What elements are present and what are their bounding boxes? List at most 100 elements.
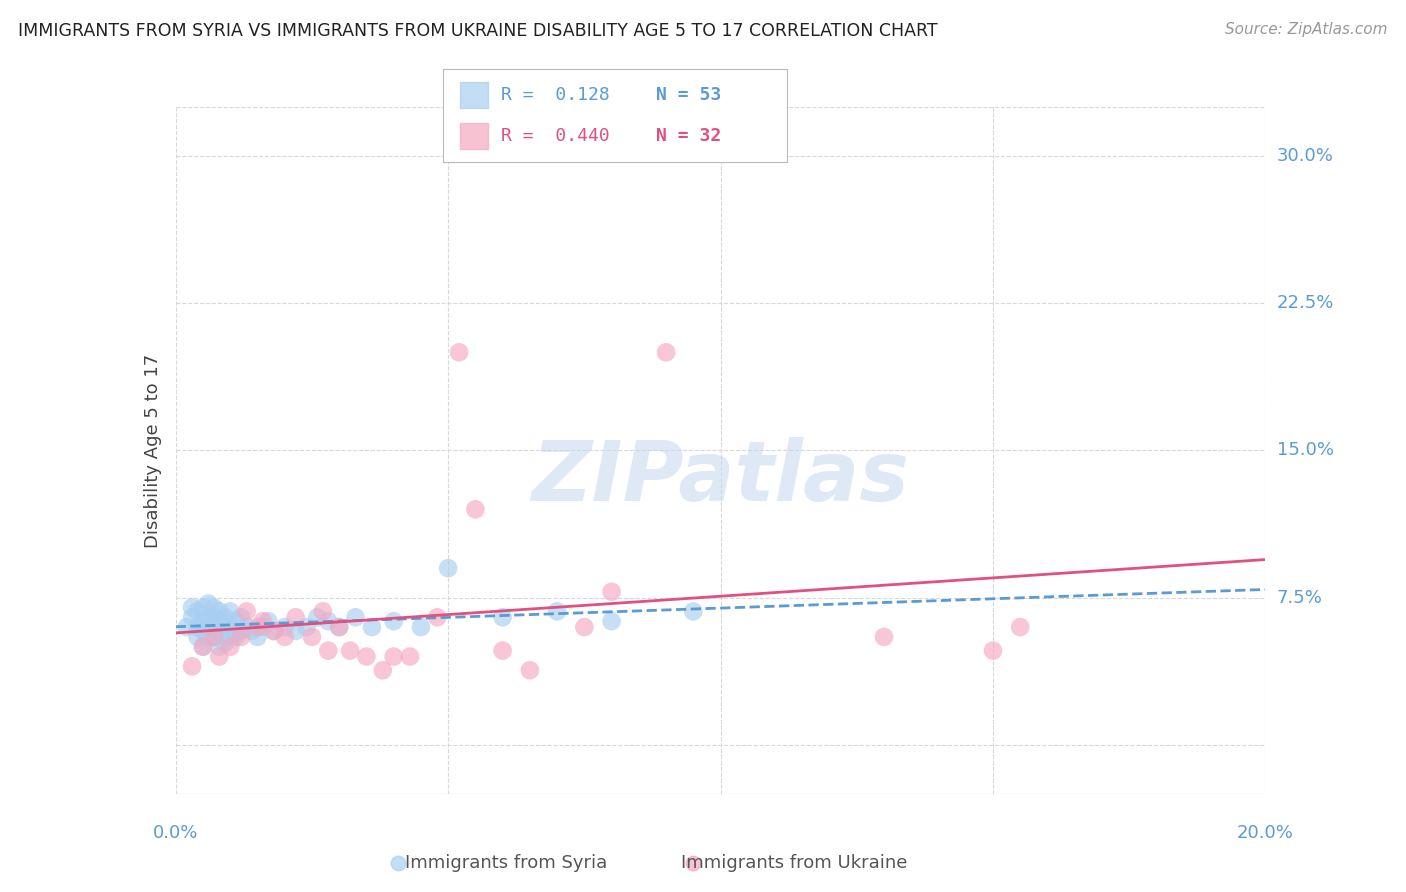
Point [284, 610, 307, 624]
Point [318, 643, 340, 657]
Point [382, 614, 405, 628]
Text: R =  0.128: R = 0.128 [502, 86, 610, 103]
Point [371, 663, 394, 677]
Point [437, 561, 460, 575]
Point [214, 636, 236, 650]
Point [1010, 620, 1032, 634]
Point [181, 610, 204, 624]
Point [208, 614, 231, 628]
Point [318, 614, 340, 628]
Point [981, 643, 1004, 657]
Text: 0.0%: 0.0% [153, 824, 198, 842]
Text: R =  0.440: R = 0.440 [502, 128, 610, 145]
Point [546, 604, 568, 618]
Point [263, 624, 285, 638]
Text: 20.0%: 20.0% [1237, 824, 1294, 842]
Point [202, 630, 225, 644]
Point [208, 640, 231, 654]
Point [202, 610, 225, 624]
Text: 7.5%: 7.5% [1277, 589, 1323, 607]
Point [219, 620, 242, 634]
Point [447, 345, 470, 359]
Point [208, 604, 231, 618]
Point [600, 584, 623, 599]
Point [655, 345, 678, 359]
Point [231, 610, 253, 624]
Point [191, 624, 214, 638]
Point [231, 624, 253, 638]
Text: Immigrants from Syria: Immigrants from Syria [405, 855, 607, 872]
Point [600, 614, 623, 628]
Text: Immigrants from Ukraine: Immigrants from Ukraine [681, 855, 908, 872]
Point [219, 604, 242, 618]
Point [492, 643, 515, 657]
Point [295, 620, 318, 634]
Point [235, 620, 257, 634]
Point [208, 649, 231, 664]
Text: IMMIGRANTS FROM SYRIA VS IMMIGRANTS FROM UKRAINE DISABILITY AGE 5 TO 17 CORRELAT: IMMIGRANTS FROM SYRIA VS IMMIGRANTS FROM… [18, 22, 938, 40]
Point [181, 600, 204, 615]
Point [301, 630, 323, 644]
Point [202, 620, 225, 634]
Text: N = 32: N = 32 [657, 128, 721, 145]
Point [263, 624, 285, 638]
Point [274, 620, 297, 634]
Point [219, 630, 242, 644]
Point [328, 620, 350, 634]
Point [328, 620, 350, 634]
Point [197, 610, 219, 624]
Point [399, 649, 422, 664]
Point [191, 600, 214, 615]
Bar [460, 123, 488, 149]
Point [176, 620, 198, 634]
Text: 15.0%: 15.0% [1277, 442, 1333, 459]
Bar [460, 82, 488, 108]
Point [307, 610, 329, 624]
Point [186, 620, 209, 634]
Text: Source: ZipAtlas.com: Source: ZipAtlas.com [1225, 22, 1388, 37]
Text: ZIPatlas: ZIPatlas [531, 437, 910, 518]
Point [246, 620, 269, 634]
Point [225, 630, 247, 644]
Point [240, 624, 263, 638]
Point [360, 620, 382, 634]
Point [344, 610, 367, 624]
Point [873, 630, 896, 644]
Point [186, 630, 209, 644]
Point [202, 630, 225, 644]
Point [202, 600, 225, 615]
Point [235, 604, 257, 618]
Point [219, 640, 242, 654]
Point [574, 620, 596, 634]
Point [214, 620, 236, 634]
Point [197, 630, 219, 644]
Point [252, 620, 274, 634]
Point [186, 604, 209, 618]
Point [339, 643, 361, 657]
Point [181, 659, 204, 673]
Point [382, 649, 405, 664]
Y-axis label: Disability Age 5 to 17: Disability Age 5 to 17 [143, 353, 162, 548]
Point [274, 630, 297, 644]
Point [191, 640, 214, 654]
Point [464, 502, 486, 516]
Point [387, 856, 409, 871]
Point [225, 614, 247, 628]
Point [231, 630, 253, 644]
Point [246, 630, 269, 644]
Point [252, 614, 274, 628]
Point [257, 614, 280, 628]
Text: 22.5%: 22.5% [1277, 294, 1334, 312]
Point [682, 856, 704, 871]
Point [197, 597, 219, 611]
Point [191, 640, 214, 654]
Point [519, 663, 541, 677]
Point [409, 620, 432, 634]
Point [682, 604, 704, 618]
Point [214, 610, 236, 624]
Point [191, 614, 214, 628]
Point [356, 649, 378, 664]
Text: 30.0%: 30.0% [1277, 147, 1333, 165]
Point [197, 620, 219, 634]
Text: N = 53: N = 53 [657, 86, 721, 103]
